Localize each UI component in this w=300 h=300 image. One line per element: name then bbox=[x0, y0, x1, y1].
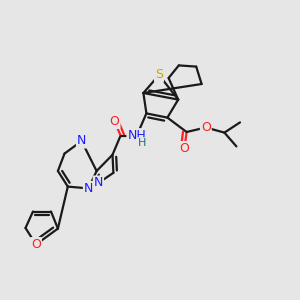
Text: O: O bbox=[201, 121, 211, 134]
Text: N: N bbox=[84, 182, 93, 195]
Text: N: N bbox=[94, 176, 103, 190]
Text: N: N bbox=[77, 134, 86, 148]
Text: NH: NH bbox=[128, 129, 146, 142]
Text: H: H bbox=[137, 138, 146, 148]
Text: O: O bbox=[31, 238, 41, 251]
Text: O: O bbox=[180, 142, 189, 155]
Text: O: O bbox=[110, 115, 119, 128]
Text: S: S bbox=[155, 68, 163, 82]
